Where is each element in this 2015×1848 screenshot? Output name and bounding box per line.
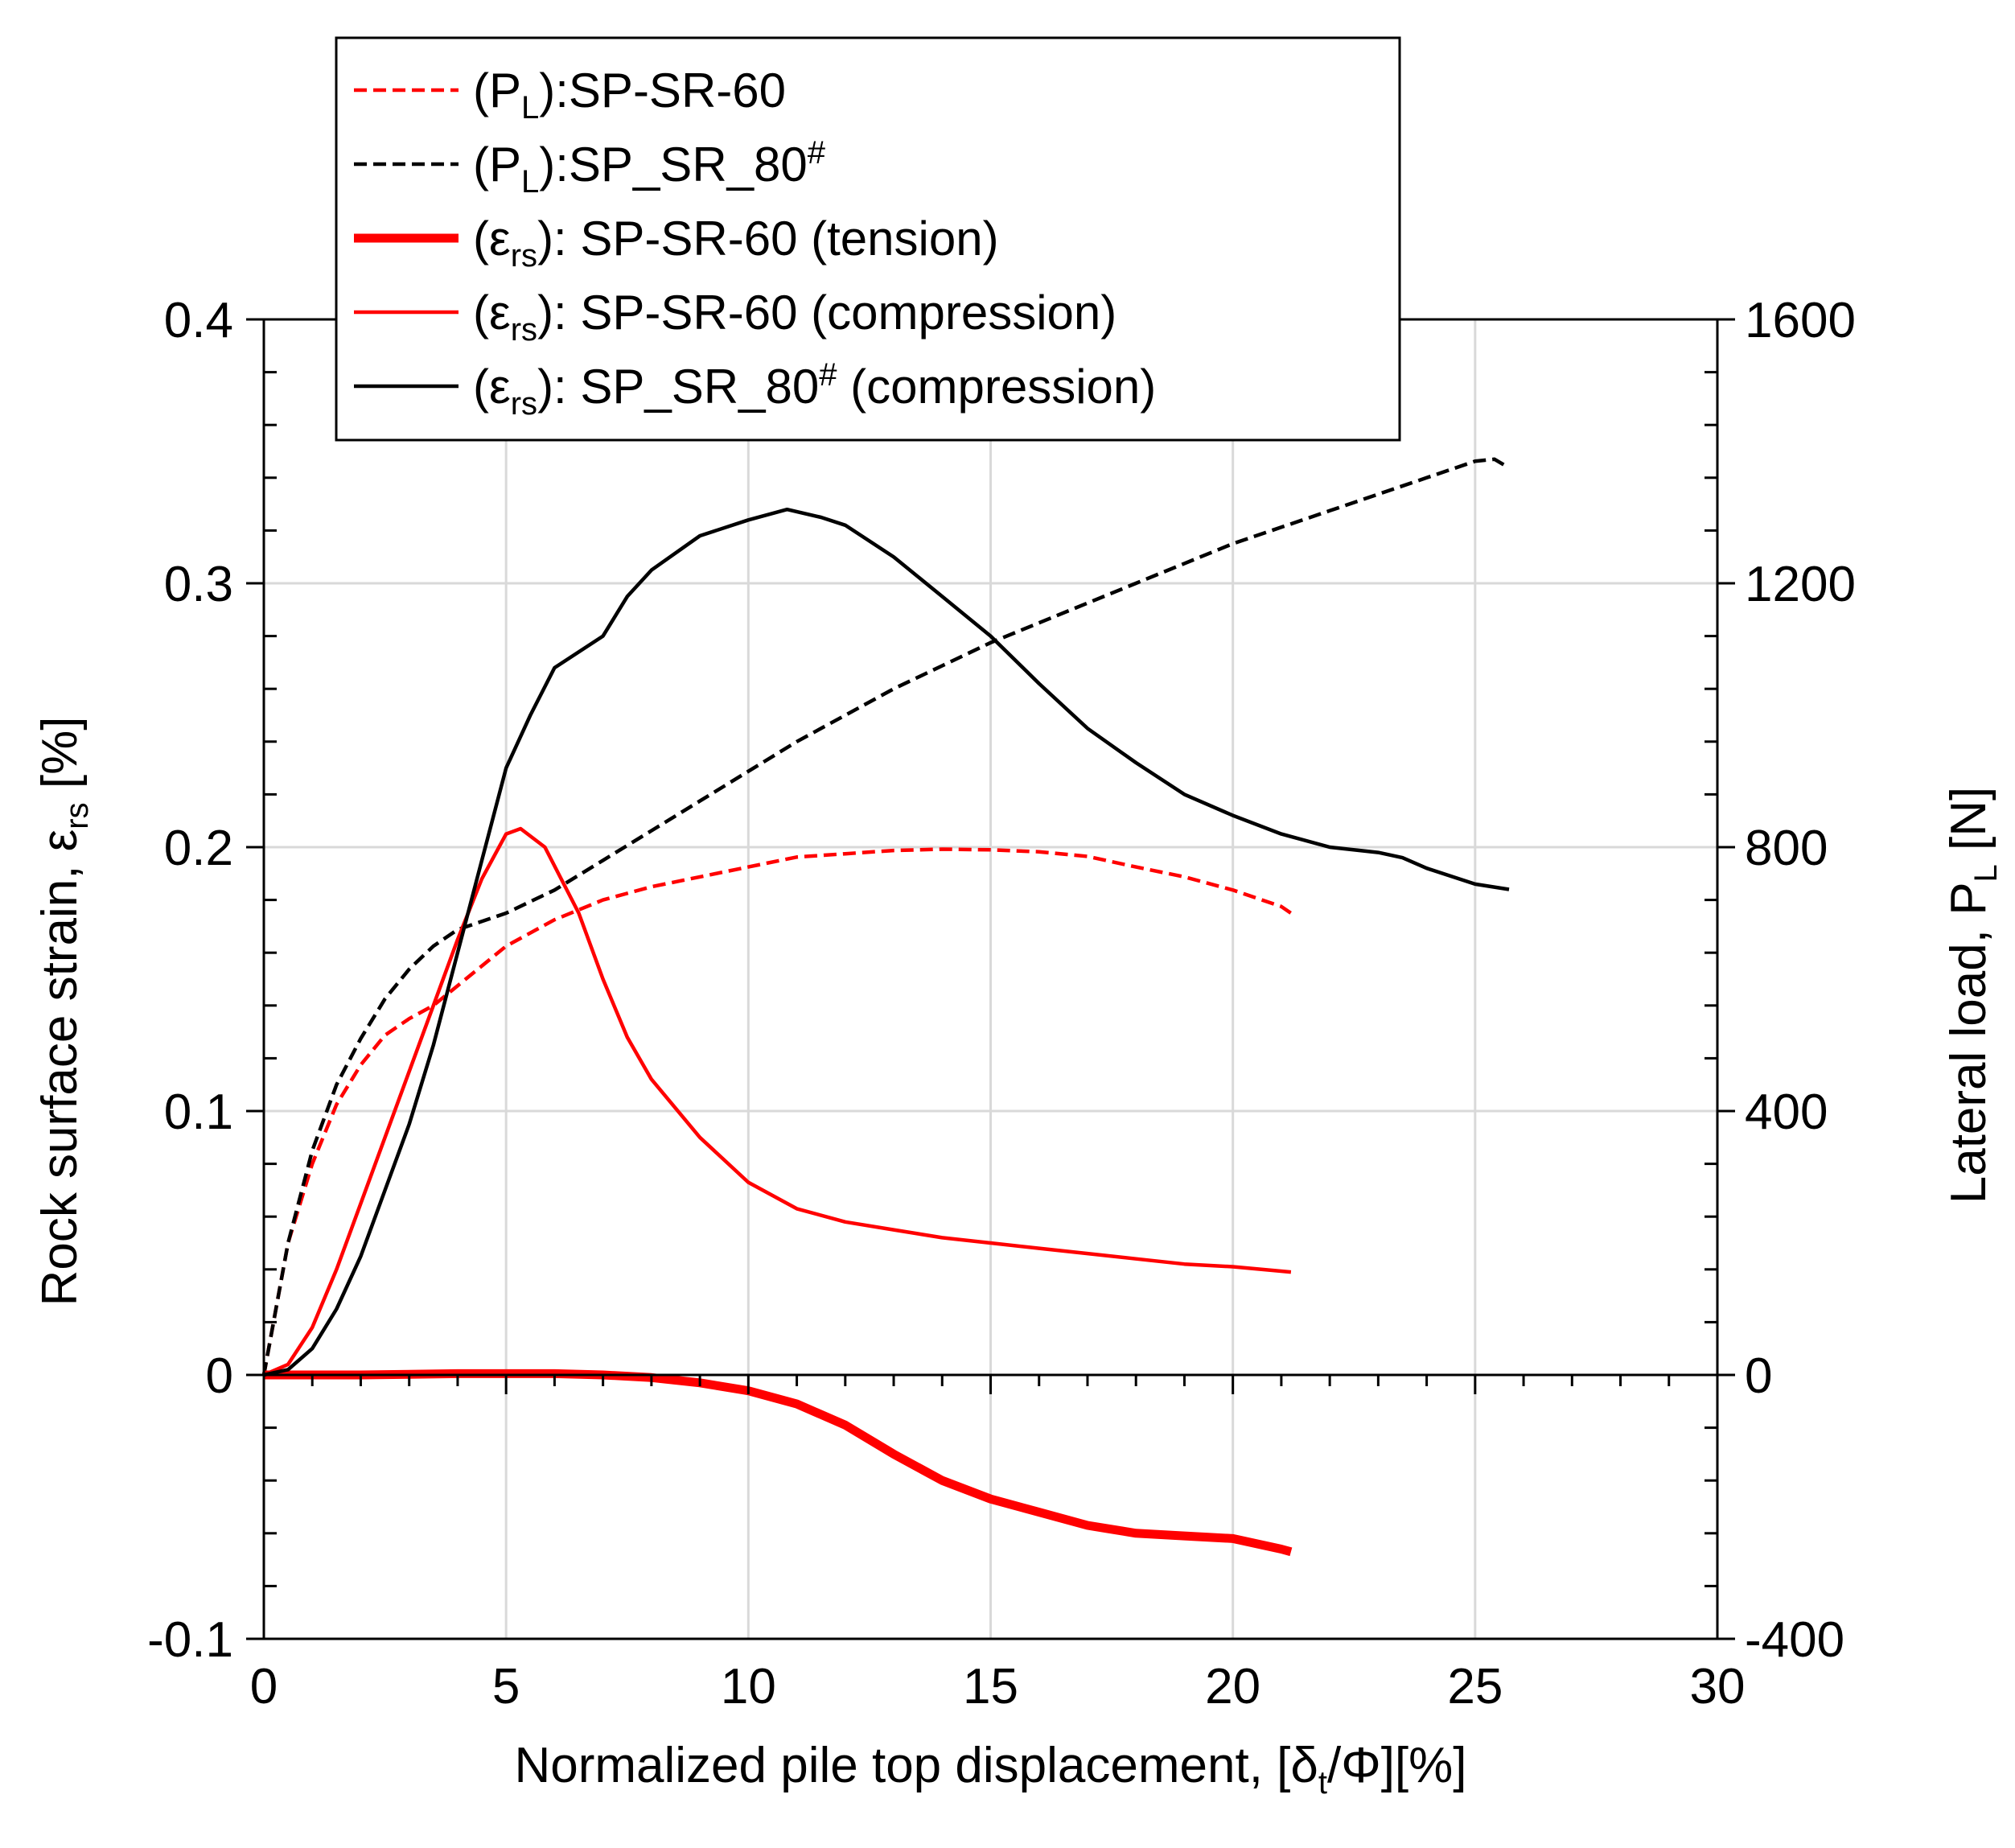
- y-left-axis-title: Rock surface strain, εrs [%]: [32, 717, 95, 1307]
- legend-label: (PL):SP-SR-60: [473, 64, 786, 126]
- x-tick-label: 5: [492, 1659, 520, 1714]
- x-tick-label: 30: [1690, 1659, 1746, 1714]
- x-tick-label: 15: [963, 1659, 1018, 1714]
- axis-tick-labels: 0 5 10 15 20 25 30 -0.1 0 0.1 0.2 0.3 0.4 -400 0 400 800…: [147, 293, 1856, 1714]
- y-left-tick-label: 0.4: [164, 293, 233, 348]
- axis-ticks: [246, 318, 1735, 1640]
- y-right-tick-label: -400: [1745, 1612, 1844, 1668]
- y-left-tick-label: -0.1: [147, 1612, 233, 1668]
- grid-lines: [264, 319, 1717, 1639]
- legend-label: (PL):SP_SR_80#: [473, 135, 826, 200]
- y-left-tick-label: 0.1: [164, 1085, 233, 1140]
- legend: (PL):SP-SR-60 (PL):SP_SR_80# (εrs): SP-SR-…: [335, 36, 1401, 442]
- y-left-tick-label: 0: [206, 1348, 233, 1404]
- series-line-4: [263, 826, 1292, 1377]
- legend-label: (εrs): SP_SR_80# (compression): [473, 357, 1156, 422]
- x-tick-label: 20: [1205, 1659, 1260, 1714]
- x-tick-label: 0: [250, 1659, 278, 1714]
- x-axis-title: Normalized pile top displacement, [δt/Φ]…: [514, 1738, 1466, 1801]
- y-left-tick-label: 0.3: [164, 557, 233, 612]
- series-line-5: [263, 507, 1510, 1377]
- y-right-tick-label: 1600: [1745, 293, 1856, 348]
- y-right-tick-label: 800: [1745, 821, 1828, 876]
- y-right-tick-label: 1200: [1745, 557, 1856, 612]
- y-right-axis-title: Lateral load, PL [N]: [1941, 787, 2004, 1204]
- x-tick-label: 10: [721, 1659, 776, 1714]
- legend-box: [335, 36, 1401, 442]
- y-right-tick-label: 0: [1745, 1348, 1772, 1404]
- y-right-tick-label: 400: [1745, 1085, 1828, 1140]
- series-layer: [261, 457, 1511, 1557]
- x-tick-label: 25: [1447, 1659, 1503, 1714]
- series-line-2: [261, 457, 1511, 1376]
- y-left-tick-label: 0.2: [164, 821, 233, 876]
- series-line-1: [261, 847, 1293, 1376]
- series-line-3: [264, 1369, 1293, 1557]
- legend-label: (εrs): SP-SR-60 (compression): [473, 286, 1116, 348]
- legend-label: (εrs): SP-SR-60 (tension): [473, 212, 999, 274]
